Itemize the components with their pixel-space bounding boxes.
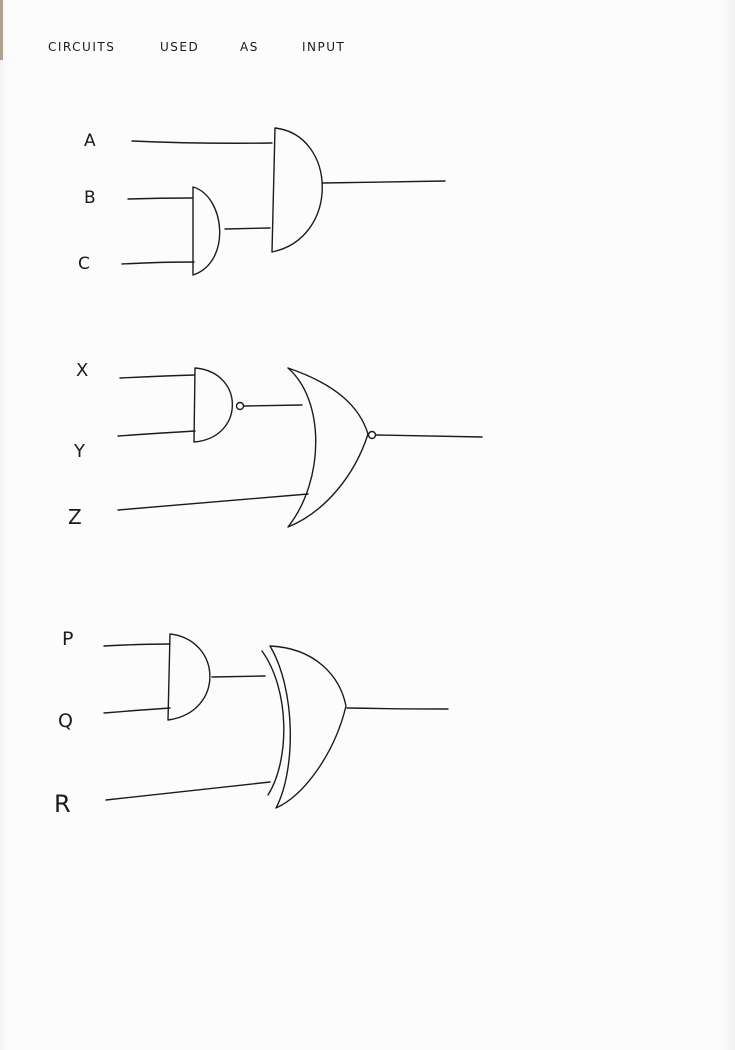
input-label-r: R — [54, 790, 71, 818]
input-label-c: C — [78, 254, 90, 274]
input-label-z: Z — [68, 505, 82, 529]
wire-nand-to-nor — [243, 404, 303, 407]
wire-r — [105, 781, 271, 801]
wire-q — [103, 707, 171, 714]
heading-word-as: AS — [240, 40, 259, 54]
input-label-a: A — [84, 131, 96, 151]
and-gate-p-q — [167, 633, 211, 721]
wire-a — [131, 140, 273, 144]
wire-p — [103, 643, 171, 647]
input-label-p: P — [62, 628, 74, 650]
heading-word-input: INPUT — [302, 40, 346, 54]
input-label-x: X — [76, 360, 89, 381]
circuit-1 — [121, 127, 446, 276]
wire-and-to-xor — [211, 675, 266, 678]
wire-x — [119, 374, 196, 379]
input-label-q: Q — [58, 710, 73, 732]
and-gate-small — [192, 186, 221, 276]
circuit-2 — [117, 367, 483, 528]
wire-z — [117, 493, 309, 511]
xor-gate-body — [269, 645, 347, 809]
xor-gate-back-curve — [261, 650, 285, 796]
page-heading: CIRCUITS USED AS INPUT — [0, 40, 735, 60]
input-label-b: B — [84, 188, 96, 208]
nand-bubble — [235, 401, 245, 411]
heading-word-used: USED — [160, 40, 200, 54]
nand-gate — [193, 367, 233, 443]
output-wire-1 — [321, 180, 446, 184]
nor-bubble — [367, 430, 377, 440]
wire-b — [127, 197, 193, 200]
wire-c — [121, 261, 195, 265]
input-label-y: Y — [74, 441, 85, 462]
wire-and-to-and — [224, 227, 271, 230]
and-gate-large — [271, 127, 323, 253]
output-wire-3 — [346, 707, 449, 710]
heading-word-circuits: CIRCUITS — [48, 40, 116, 54]
nor-gate — [287, 367, 369, 528]
output-wire-2 — [375, 434, 483, 438]
circuit-3 — [103, 633, 449, 809]
wire-y — [117, 430, 196, 437]
paper-edge-mark — [0, 0, 3, 60]
